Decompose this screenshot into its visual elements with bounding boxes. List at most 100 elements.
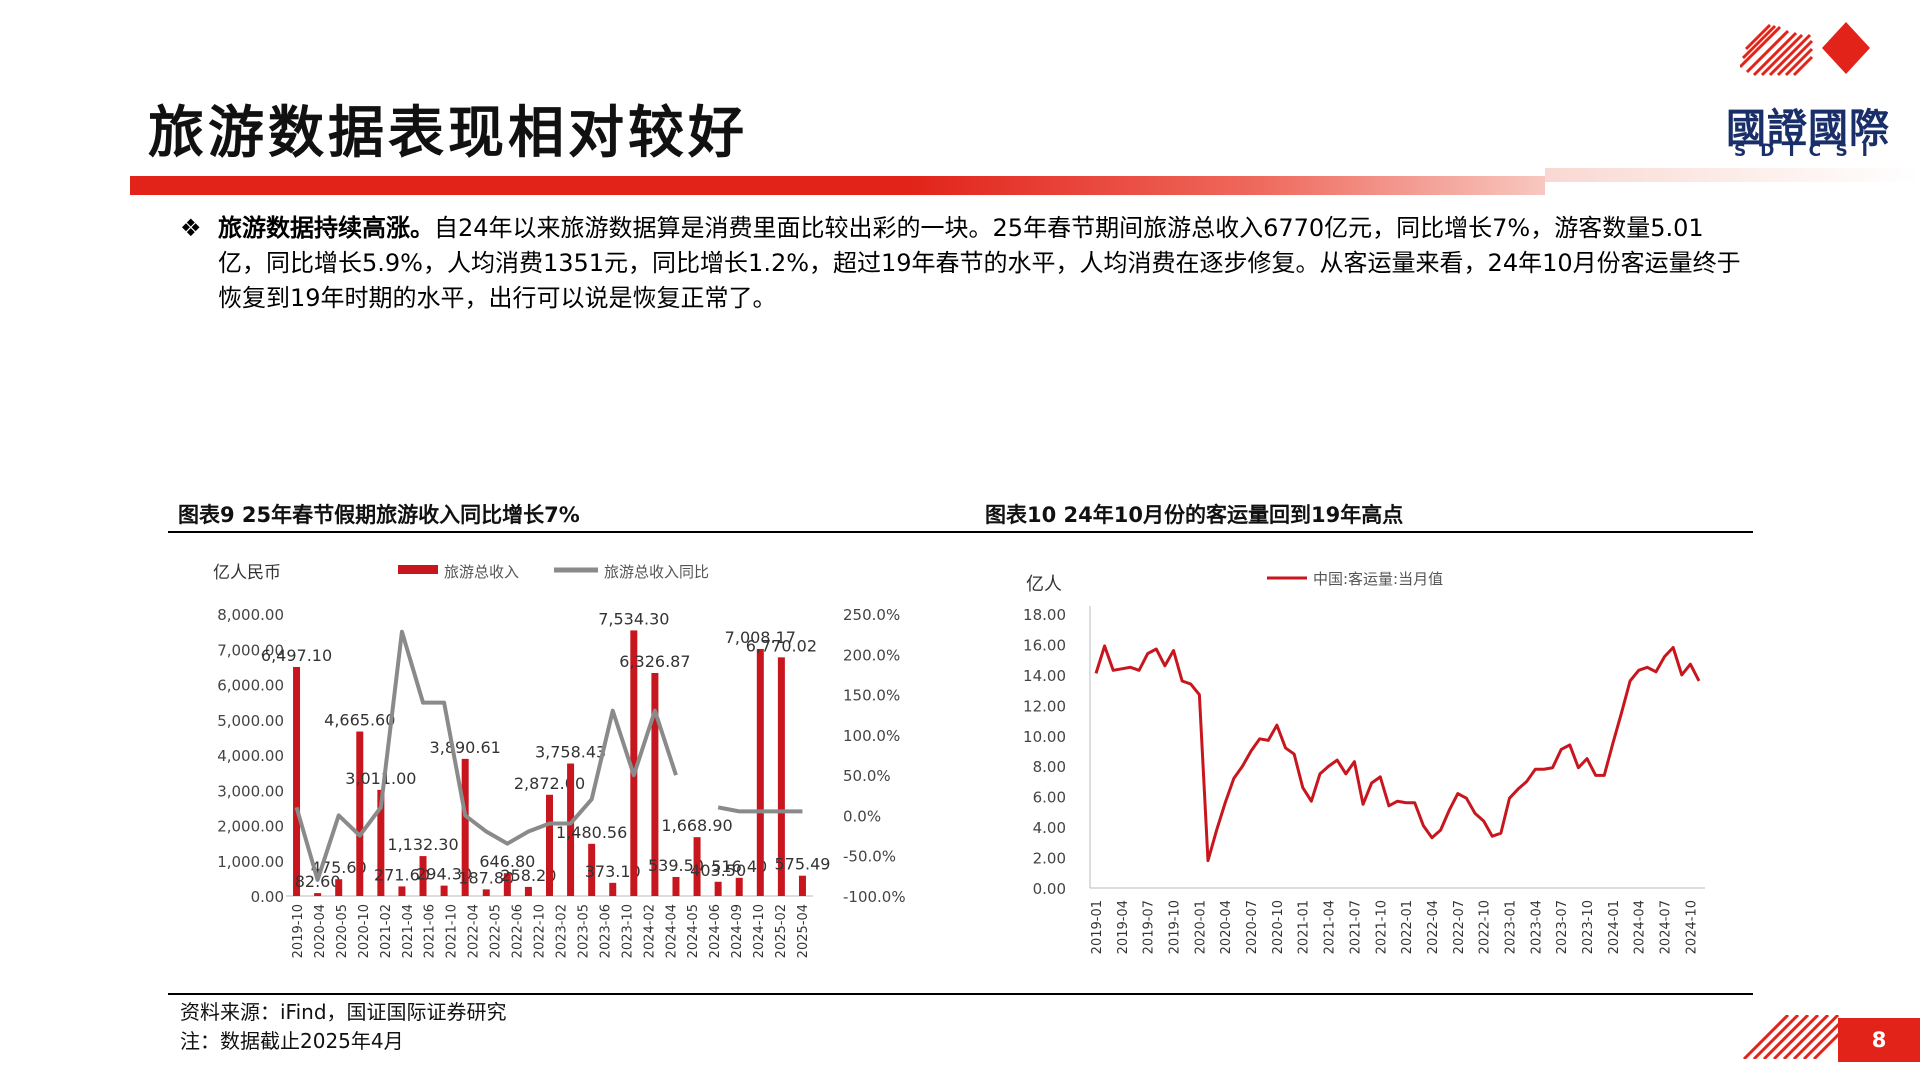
right-y-tick: 250.0% <box>843 606 900 624</box>
x-tick-label: 2020-10 <box>357 904 372 958</box>
x-tick-label: 2024-09 <box>730 904 745 958</box>
revenue-bar <box>777 657 785 896</box>
x-tick-label: 2021-10 <box>1374 900 1389 954</box>
bar-data-label: 6,326.87 <box>619 652 690 671</box>
y-tick: 18.00 <box>1023 606 1066 624</box>
revenue-bar <box>482 889 490 896</box>
legend-label-revenue: 旅游总收入 <box>444 563 519 581</box>
bar-data-label: 1,480.56 <box>556 823 627 842</box>
logo-stripes-icon <box>1740 22 1870 77</box>
bar-data-label: 1,132.30 <box>387 835 458 854</box>
revenue-bar <box>756 648 764 896</box>
source-note: 资料来源：iFind，国证国际证券研究 <box>180 1000 507 1024</box>
revenue-bar <box>398 886 406 896</box>
left-y-tick: 0.00 <box>251 888 284 906</box>
bar-data-label: 3,758.43 <box>535 743 606 762</box>
x-tick-label: 2021-04 <box>401 904 416 958</box>
x-tick-label: 2020-07 <box>1245 900 1260 954</box>
revenue-bar <box>503 873 511 896</box>
x-tick-label: 2019-04 <box>1116 900 1131 954</box>
passenger-line <box>1094 644 1701 863</box>
left-y-tick: 2,000.00 <box>217 818 284 836</box>
revenue-bar <box>356 731 364 896</box>
header-red-bar <box>130 176 1545 195</box>
x-tick-label: 2022-04 <box>1426 900 1441 954</box>
revenue-bar <box>630 630 638 896</box>
header-fade-bar <box>1545 168 1920 182</box>
revenue-bar <box>293 666 301 896</box>
y-tick: 8.00 <box>1033 758 1066 776</box>
bar-data-label: 3,011.00 <box>345 769 416 788</box>
x-tick-label: 2022-05 <box>489 904 504 958</box>
x-tick-label: 2022-06 <box>511 904 526 958</box>
bar-data-label: 294.30 <box>416 865 472 884</box>
x-tick-label: 2021-01 <box>1297 900 1312 954</box>
revenue-bar <box>546 794 553 896</box>
right-y-tick: 100.0% <box>843 727 900 745</box>
page-title: 旅游数据表现相对较好 <box>148 100 748 166</box>
x-tick-label: 2025-02 <box>774 904 789 958</box>
y-tick: 6.00 <box>1033 789 1066 807</box>
yoy-line <box>294 629 678 882</box>
x-tick-label: 2019-07 <box>1142 900 1157 954</box>
bar-data-label: 3,890.61 <box>430 738 501 757</box>
y-tick: 10.00 <box>1023 728 1066 746</box>
revenue-bar <box>461 758 469 896</box>
x-tick-label: 2021-04 <box>1323 900 1338 954</box>
left-y-tick: 5,000.00 <box>217 712 284 730</box>
logo: 國證國際 <box>1726 105 1890 152</box>
revenue-bar <box>377 789 385 896</box>
bar-data-label: 271.60 <box>374 865 430 884</box>
right-y-tick: -100.0% <box>843 888 906 906</box>
y-tick: 12.00 <box>1023 697 1066 715</box>
revenue-bar <box>588 843 596 896</box>
left-y-tick: 1,000.00 <box>217 853 284 871</box>
chart-top-rule <box>168 531 1753 533</box>
x-tick-label: 2024-06 <box>708 904 723 958</box>
bar-data-label: 373.10 <box>585 862 641 881</box>
y-tick: 2.00 <box>1033 850 1066 868</box>
revenue-bar <box>672 876 680 896</box>
x-tick-label: 2021-10 <box>445 904 460 958</box>
bar-data-label: 403.50 <box>690 861 746 880</box>
x-tick-label: 2023-05 <box>576 904 591 958</box>
right-y-tick: 0.0% <box>843 807 881 825</box>
left-y-tick: 6,000.00 <box>217 677 284 695</box>
bar-data-label: 539.50 <box>648 856 704 875</box>
data-note: 注：数据截止2025年4月 <box>180 1029 404 1053</box>
x-tick-label: 2025-04 <box>796 904 811 958</box>
x-tick-label: 2024-02 <box>642 904 657 958</box>
bar-data-label: 1,668.90 <box>661 816 732 835</box>
x-tick-label: 2021-02 <box>379 904 394 958</box>
x-tick-label: 2021-07 <box>1348 900 1363 954</box>
left-y-tick: 7,000.00 <box>217 641 284 659</box>
right-y-tick: -50.0% <box>843 848 896 866</box>
bar-data-label: 646.80 <box>479 852 535 871</box>
right-y-axis-label: 亿人 <box>1026 574 1062 595</box>
x-tick-label: 2020-04 <box>313 904 328 958</box>
chart-bottom-rule <box>168 993 1753 995</box>
left-y-tick: 8,000.00 <box>217 606 284 624</box>
x-tick-label: 2019-10 <box>291 904 306 958</box>
x-tick-label: 2023-04 <box>1529 900 1544 954</box>
bar-data-label: 187.80 <box>458 868 514 887</box>
x-tick-label: 2019-10 <box>1168 900 1183 954</box>
chart-title-left: 图表9 25年春节假期旅游收入同比增长7% <box>178 503 580 527</box>
bar-data-label: 7,534.30 <box>598 609 669 628</box>
revenue-bar <box>693 837 701 896</box>
revenue-bar <box>335 879 343 896</box>
bar-data-label: 258.20 <box>500 866 556 885</box>
revenue-bar <box>798 875 806 896</box>
chart-title-right: 图表10 24年10月份的客运量回到19年高点 <box>985 503 1404 527</box>
x-tick-label: 2023-02 <box>554 904 569 958</box>
bar-data-label: 6,497.10 <box>261 646 332 665</box>
left-y-tick: 3,000.00 <box>217 782 284 800</box>
x-tick-label: 2024-10 <box>1684 900 1699 954</box>
bar-data-label: 516.40 <box>711 857 767 876</box>
right-y-tick: 150.0% <box>843 687 900 705</box>
x-tick-label: 2024-10 <box>752 904 767 958</box>
x-tick-label: 2024-05 <box>686 904 701 958</box>
legend-swatch-revenue <box>398 565 438 574</box>
revenue-bar <box>609 882 617 896</box>
revenue-bar <box>314 893 322 896</box>
